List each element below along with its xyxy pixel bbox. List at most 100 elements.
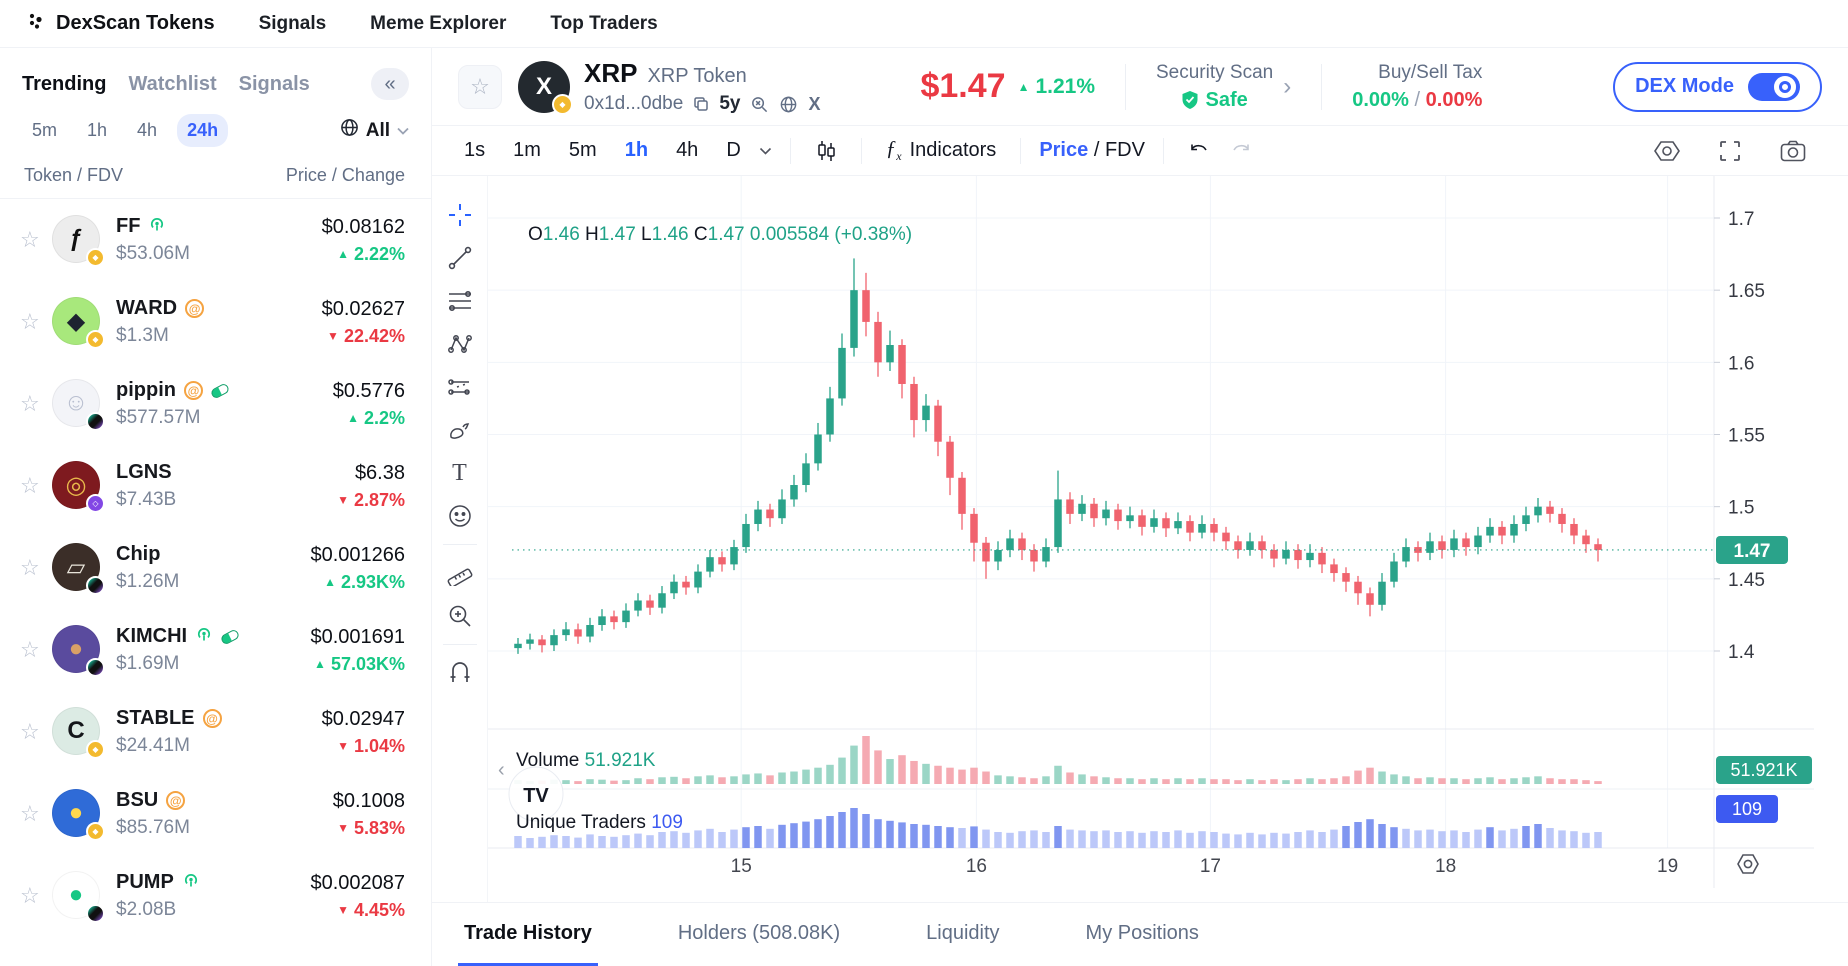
brush-tool-icon[interactable] [443, 413, 477, 447]
chart-timeframe-5m[interactable]: 5m [568, 139, 597, 161]
favorite-star[interactable]: ☆ [20, 883, 40, 908]
price-fdv-switch[interactable]: Price / FDV [1039, 139, 1145, 161]
copy-address-icon[interactable] [693, 96, 709, 112]
fib-retracement-tool-icon[interactable] [443, 284, 477, 318]
favorite-star[interactable]: ☆ [20, 719, 40, 744]
token-row[interactable]: ☆ ● PUMP $2.08B $0.002087 ▼ 4.45% [0, 855, 431, 937]
favorite-star[interactable]: ☆ [20, 637, 40, 662]
sidebar-tab-trending[interactable]: Trending [22, 72, 107, 95]
chain-badge-icon [86, 576, 105, 595]
token-fdv: $1.69M [116, 653, 180, 674]
chain-badge-icon: ◆ [86, 740, 105, 759]
chain-badge-icon: ◆ [86, 330, 105, 349]
xabcd-pattern-tool-icon[interactable] [443, 327, 477, 361]
zoom-in-tool-icon[interactable] [443, 599, 477, 633]
token-row[interactable]: ☆ ▱ Chip $1.26M $0.001266 ▲ 2.93K% [0, 527, 431, 609]
nav-item-top-traders[interactable]: Top Traders [550, 12, 658, 34]
column-header-token-fdv: Token / FDV [24, 165, 124, 185]
x-twitter-icon[interactable]: X [808, 93, 821, 114]
token-sidebar: Trending Watchlist Signals « 5m 1h 4h 24… [0, 48, 432, 966]
live-broadcast-icon [195, 625, 213, 648]
timeframe-5m[interactable]: 5m [32, 120, 58, 140]
favorite-star[interactable]: ☆ [20, 309, 40, 334]
token-change: ▼ 4.45% [337, 899, 405, 920]
price-axis-label: 1.4 [1728, 642, 1755, 663]
token-price: $0.02627 [321, 297, 405, 320]
undo-button[interactable] [1182, 138, 1216, 164]
nav-item-signals[interactable]: Signals [258, 12, 327, 34]
sidebar-collapse-button[interactable]: « [371, 68, 409, 100]
pane-collapse-icon[interactable]: ‹ [498, 759, 505, 781]
token-row[interactable]: ☆ ● KIMCHI $1.69M $0.001691 ▲ 57.03K% [0, 609, 431, 691]
token-row[interactable]: ☆ ● ◆ BSU @ $85.76M $0.1008 ▼ 5.83% [0, 773, 431, 855]
up-triangle-icon: ▲ [337, 247, 349, 261]
dex-mode-toggle-button[interactable]: DEX Mode [1613, 61, 1822, 112]
timeframe-dropdown-icon[interactable] [759, 147, 772, 155]
chart-timeframe-4h[interactable]: 4h [676, 139, 699, 161]
chart-timeframe-1d[interactable]: D [726, 139, 741, 161]
token-row[interactable]: ☆ ◆ ◆ WARD @ $1.3M $0.02627 ▼ 22.42% [0, 281, 431, 363]
magnet-tool-icon[interactable] [443, 656, 477, 690]
fullscreen-icon[interactable] [1712, 135, 1748, 167]
at-badge-icon: @ [166, 791, 186, 810]
down-triangle-icon: ▼ [337, 821, 349, 835]
favorite-star[interactable]: ☆ [20, 391, 40, 416]
text-tool-icon[interactable]: T [452, 459, 467, 486]
tab-my-positions[interactable]: My Positions [1085, 921, 1199, 944]
chevron-right-icon: › [1283, 72, 1292, 100]
website-globe-icon[interactable] [779, 95, 798, 114]
sidebar-tab-watchlist[interactable]: Watchlist [128, 72, 217, 95]
token-logo: X ◆ [518, 60, 573, 115]
fx-icon: ƒx [885, 136, 902, 164]
brand-label: DexScan Tokens [56, 12, 215, 34]
down-triangle-icon: ▼ [337, 903, 349, 917]
timeframe-1h[interactable]: 1h [87, 120, 108, 140]
favorite-star[interactable]: ☆ [20, 801, 40, 826]
price-chart[interactable]: 1.7 1.65 1.6 1.55 1.5 1.45 1.4 1.47 51.921K 109 15… [488, 176, 1814, 888]
measure-ruler-tool-icon[interactable] [443, 556, 477, 590]
favorite-star[interactable]: ☆ [20, 473, 40, 498]
token-avatar: ◎ ◇ [52, 461, 105, 513]
dex-mode-switch[interactable] [1748, 72, 1800, 101]
token-address[interactable]: 0x1d...0dbe [584, 93, 684, 114]
crosshair-tool-icon[interactable] [443, 198, 477, 232]
token-change: ▲ 57.03K% [314, 653, 405, 674]
unique-traders-label: Unique Traders 109 [516, 812, 683, 833]
price-axis-label: 1.6 [1728, 353, 1754, 374]
token-row[interactable]: ☆ ƒ ◆ FF $53.06M $0.08162 ▲ 2.22% [0, 199, 431, 281]
brand[interactable]: DexScan Tokens [28, 12, 215, 36]
tab-liquidity[interactable]: Liquidity [926, 921, 1000, 944]
chart-timeframe-1s[interactable]: 1s [464, 139, 486, 161]
token-row[interactable]: ☆ ☺ pippin @ $577.57M $0.5776 ▲ 2.2% [0, 363, 431, 445]
axis-settings-gear-icon[interactable] [1737, 854, 1759, 874]
globe-icon [340, 118, 359, 143]
indicators-button[interactable]: ƒx Indicators [885, 136, 997, 164]
candle-style-button[interactable] [809, 135, 843, 167]
token-row[interactable]: ☆ C ◆ STABLE @ $24.41M $0.02947 ▼ 1.04% [0, 691, 431, 773]
security-scan-block[interactable]: Security Scan Safe › [1156, 62, 1291, 112]
long-position-tool-icon[interactable] [443, 370, 477, 404]
chart-settings-icon[interactable] [1648, 135, 1686, 167]
chart-timeframe-1h[interactable]: 1h [624, 139, 649, 161]
tradingview-logo[interactable] [508, 766, 564, 822]
chain-badge-icon [86, 904, 105, 923]
sidebar-tab-signals[interactable]: Signals [238, 72, 310, 95]
scan-search-icon[interactable] [750, 95, 769, 114]
tab-trade-history[interactable]: Trade History [458, 903, 598, 966]
network-filter[interactable]: All [340, 118, 409, 143]
timeframe-24h[interactable]: 24h [177, 114, 229, 147]
favorite-star[interactable]: ☆ [20, 227, 40, 252]
screenshot-camera-icon[interactable] [1774, 136, 1812, 166]
tab-holders[interactable]: Holders (508.08K) [677, 921, 841, 944]
token-symbol: PUMP [116, 871, 174, 893]
token-row[interactable]: ☆ ◎ ◇ LGNS $7.43B $6.38 ▼ 2.87% [0, 445, 431, 527]
trend-line-tool-icon[interactable] [443, 241, 477, 275]
emoji-tool-icon[interactable] [443, 499, 477, 533]
timeframe-4h[interactable]: 4h [137, 120, 158, 140]
chart-timeframe-1m[interactable]: 1m [513, 139, 541, 161]
favorite-star-button[interactable]: ☆ [458, 64, 502, 109]
price-axis-label: 1.45 [1728, 570, 1765, 591]
nav-item-meme-explorer[interactable]: Meme Explorer [370, 12, 507, 34]
favorite-star[interactable]: ☆ [20, 555, 40, 580]
redo-button[interactable] [1224, 138, 1258, 164]
